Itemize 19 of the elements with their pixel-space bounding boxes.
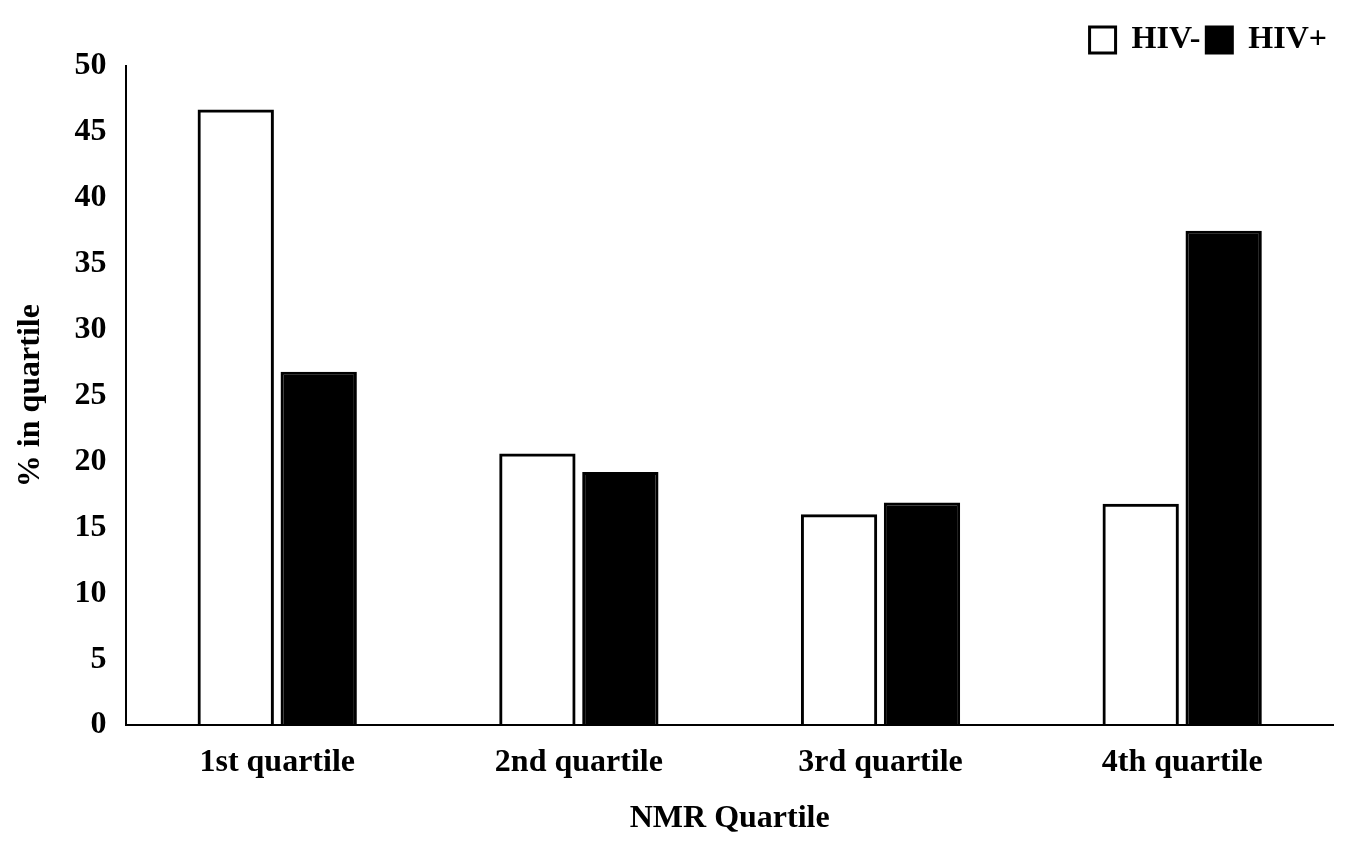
legend-label: HIV+ xyxy=(1248,19,1327,56)
x-axis-title: NMR Quartile xyxy=(629,798,830,835)
x-tick-label: 3rd quartile xyxy=(798,741,963,778)
y-tick-label: 5 xyxy=(90,638,107,675)
y-tick-label: 20 xyxy=(74,440,107,477)
legend-label: HIV- xyxy=(1131,19,1201,56)
y-tick-label: 40 xyxy=(74,177,107,214)
y-tick-label: 25 xyxy=(74,374,107,411)
y-tick-label: 0 xyxy=(90,704,107,741)
y-tick-label: 35 xyxy=(74,243,107,280)
x-tick-label: 4th quartile xyxy=(1101,741,1263,778)
y-tick-label: 10 xyxy=(74,572,107,609)
x-tick-label: 1st quartile xyxy=(199,741,355,778)
x-tick-label: 2nd quartile xyxy=(494,741,663,778)
y-axis-title: % in quartile xyxy=(10,304,47,488)
y-tick-label: 50 xyxy=(74,45,107,82)
y-tick-label: 45 xyxy=(74,111,107,148)
y-tick-label: 30 xyxy=(74,308,107,345)
y-tick-label: 15 xyxy=(74,506,107,543)
